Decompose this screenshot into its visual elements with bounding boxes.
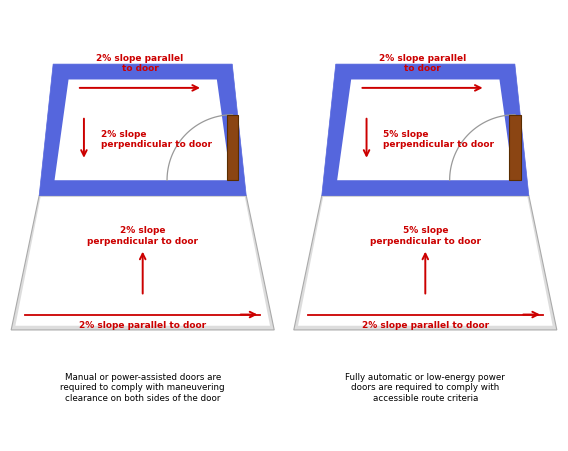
Text: 2% slope parallel to door: 2% slope parallel to door xyxy=(362,320,489,329)
Text: 2% slope parallel
to door: 2% slope parallel to door xyxy=(96,54,183,74)
Polygon shape xyxy=(39,65,247,196)
Text: 2% slope
perpendicular to door: 2% slope perpendicular to door xyxy=(101,129,212,149)
Polygon shape xyxy=(55,80,231,181)
Text: Manual or power-assisted doors are
required to comply with maneuvering
clearance: Manual or power-assisted doors are requi… xyxy=(60,372,225,402)
Polygon shape xyxy=(294,196,557,330)
Polygon shape xyxy=(337,80,513,181)
Polygon shape xyxy=(321,65,529,196)
Text: 2% slope
perpendicular to door: 2% slope perpendicular to door xyxy=(87,226,198,245)
Text: 2% slope parallel to door: 2% slope parallel to door xyxy=(79,320,206,329)
Bar xyxy=(227,115,239,181)
Text: Fully automatic or low-energy power
doors are required to comply with
accessible: Fully automatic or low-energy power door… xyxy=(345,372,506,402)
Polygon shape xyxy=(11,196,274,330)
Text: 2% slope parallel
to door: 2% slope parallel to door xyxy=(379,54,466,74)
Text: 5% slope
perpendicular to door: 5% slope perpendicular to door xyxy=(383,129,494,149)
Polygon shape xyxy=(298,198,553,326)
Bar xyxy=(509,115,521,181)
Text: 5% slope
perpendicular to door: 5% slope perpendicular to door xyxy=(370,226,481,245)
Polygon shape xyxy=(15,198,270,326)
